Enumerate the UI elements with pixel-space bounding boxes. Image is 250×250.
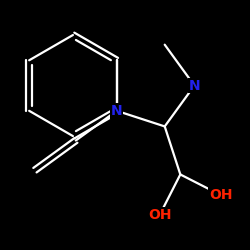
Text: OH: OH	[148, 208, 172, 222]
Text: N: N	[188, 78, 200, 92]
Text: OH: OH	[209, 188, 233, 202]
Text: N: N	[111, 104, 122, 118]
